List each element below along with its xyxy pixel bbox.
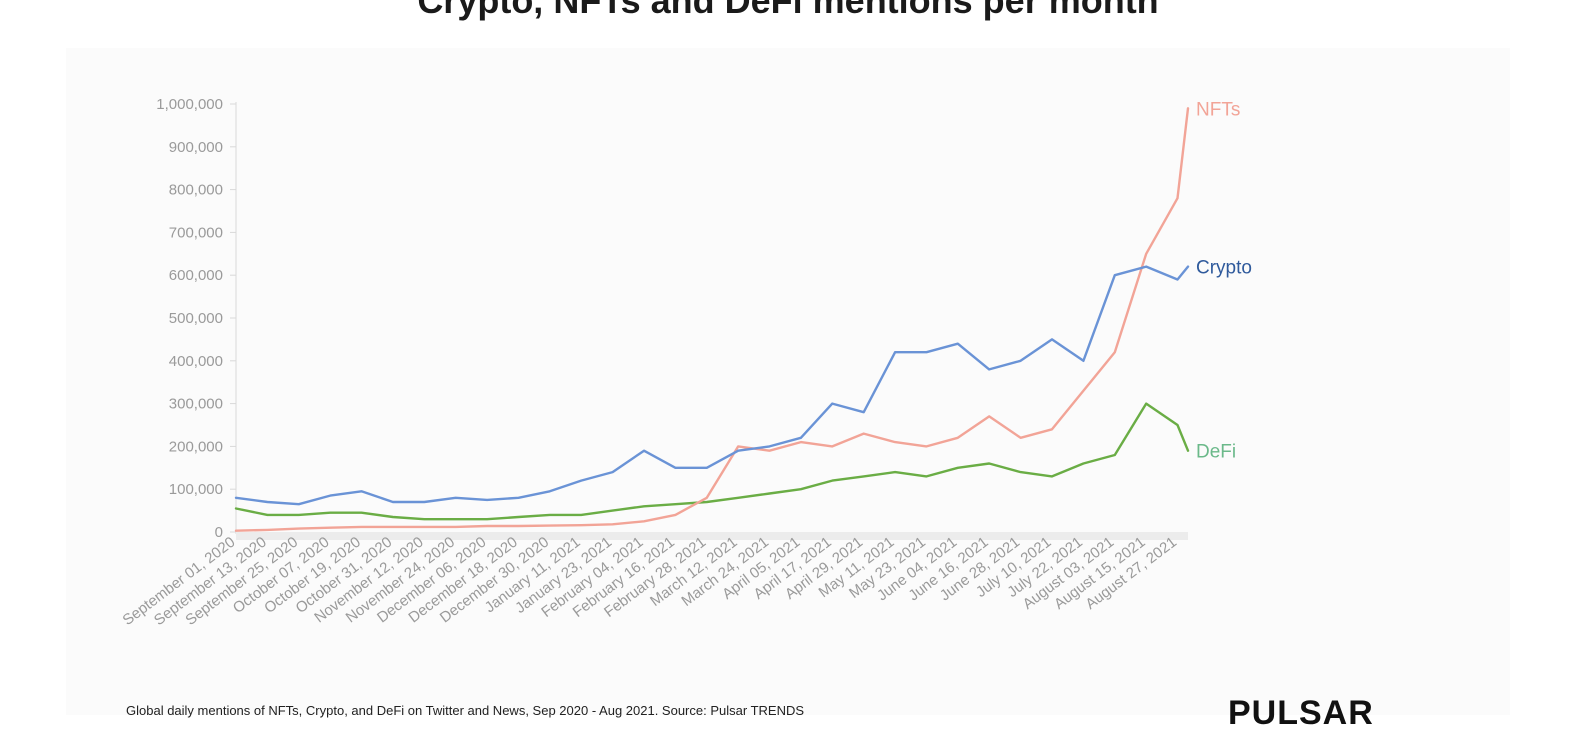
y-tick-label: 500,000 — [169, 310, 223, 327]
y-axis: 0 100,000 200,000 300,000 400,000 500,000 600,… — [156, 96, 237, 541]
y-tick-label: 300,000 — [169, 396, 223, 413]
series-line-nfts — [234, 107, 1190, 532]
brand-logo: PULSAR — [1228, 694, 1374, 732]
y-tick-label: 700,000 — [169, 224, 223, 241]
y-tick-label: 100,000 — [169, 481, 223, 498]
chart-caption: Global daily mentions of NFTs, Crypto, a… — [126, 703, 805, 718]
y-tick-label: 0 — [215, 524, 223, 541]
y-tick-label: 200,000 — [169, 438, 223, 455]
series-line-crypto — [234, 265, 1190, 506]
series-labels: Crypto NFTs DeFi — [1196, 99, 1252, 462]
chart-panel: 0 100,000 200,000 300,000 400,000 500,000 600,… — [66, 48, 1510, 715]
page-title: Crypto, NFTs and DeFi mentions per month — [417, 0, 1159, 21]
series-lines — [234, 107, 1190, 532]
series-line-defi — [234, 402, 1190, 521]
line-chart: 0 100,000 200,000 300,000 400,000 500,000 600,… — [120, 96, 1252, 629]
series-label-defi: DeFi — [1196, 442, 1236, 463]
y-tick-label: 400,000 — [169, 353, 223, 370]
y-tick-label: 800,000 — [169, 182, 223, 199]
series-label-nfts: NFTs — [1196, 99, 1240, 120]
y-tick-label: 1,000,000 — [156, 96, 223, 113]
x-axis-band — [236, 532, 1188, 540]
y-tick-label: 900,000 — [169, 139, 223, 156]
y-tick-label: 600,000 — [169, 267, 223, 284]
series-label-crypto: Crypto — [1196, 258, 1252, 279]
